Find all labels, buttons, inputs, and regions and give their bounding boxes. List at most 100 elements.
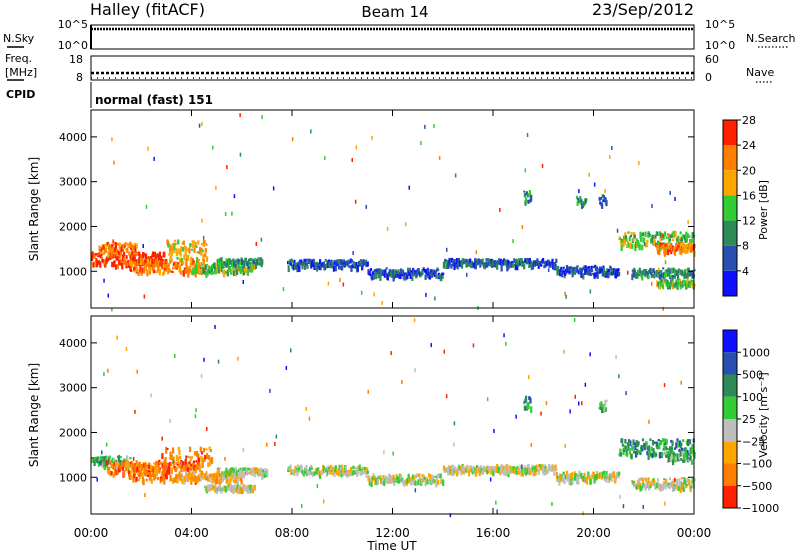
power-cell (181, 242, 184, 245)
power-cell (355, 262, 358, 269)
power-sparse-cell (521, 225, 524, 229)
velocity-cell (175, 466, 178, 472)
power-sparse-cell (354, 199, 357, 204)
power-sparse-cell (547, 268, 550, 273)
velocity-cell (150, 478, 153, 484)
power-cell (619, 237, 622, 241)
power-cell (679, 231, 682, 235)
velocity-cell (315, 469, 319, 475)
power-cell (677, 274, 680, 281)
velocity-cell (463, 467, 466, 472)
power-sparse-cell (153, 156, 155, 161)
velocity-cell (366, 467, 369, 474)
velocity-cell (635, 451, 638, 458)
velocity-cell (566, 476, 569, 482)
velocity-sparse-cell (316, 484, 319, 488)
power-cell (675, 273, 678, 276)
power-cell (133, 266, 136, 271)
velocity-cell (468, 469, 471, 473)
velocity-sparse-cell (413, 318, 416, 323)
velocity-cell (621, 438, 624, 444)
velocity-cell (493, 465, 496, 471)
velocity-cell (146, 472, 149, 476)
velocity-cell (543, 469, 546, 476)
velocity-sparse-cell (618, 374, 620, 379)
power-cell (645, 269, 648, 273)
velocity-cell (445, 467, 449, 471)
power-cell (231, 270, 234, 273)
velocity-cell (109, 472, 112, 477)
power-cell (690, 283, 694, 287)
power-cell (222, 266, 225, 269)
power-cell (424, 274, 427, 280)
velocity-cell (187, 473, 190, 480)
velocity-sparse-cell (540, 411, 542, 416)
power-cell (425, 269, 428, 275)
velocity-cell (682, 454, 685, 458)
velocity-cell (170, 462, 173, 466)
power-cell (640, 235, 643, 242)
power-cell (157, 261, 160, 268)
colorbar-segment (723, 463, 737, 486)
power-cell (139, 264, 142, 272)
power-cell (491, 264, 494, 268)
velocity-cell (241, 488, 244, 494)
velocity-cell (179, 476, 182, 482)
velocity-cell (592, 471, 596, 477)
velocity-cell (650, 452, 653, 456)
velocity-sparse-cell (495, 500, 497, 505)
power-cell (522, 261, 525, 264)
velocity-cell (630, 453, 633, 460)
power-cell (622, 242, 625, 248)
power-sparse-cell (201, 218, 203, 223)
velocity-cell (542, 465, 545, 468)
velocity-cell (623, 444, 626, 450)
velocity-cell (187, 455, 190, 458)
velocity-cell (217, 469, 221, 476)
power-cell (128, 260, 131, 266)
power-sparse-cell (585, 198, 587, 203)
power-cell (300, 259, 303, 264)
power-cell (204, 248, 207, 253)
velocity-cell (499, 465, 503, 473)
power-cell (129, 247, 133, 250)
velocity-sparse-cell (266, 442, 268, 447)
velocity-cell (647, 452, 650, 460)
velocity-cell (195, 451, 199, 455)
velocity-cell (626, 442, 629, 447)
velocity-cell (338, 464, 341, 470)
velocity-cell (361, 470, 364, 475)
velocity-cell (471, 468, 474, 475)
power-cell (289, 258, 292, 262)
power-cell (153, 270, 156, 274)
power-cell (678, 237, 682, 244)
power-cell (167, 243, 170, 248)
power-cell (400, 268, 403, 275)
velocity-sparse-cell (622, 504, 625, 509)
power-cell (288, 262, 292, 265)
velocity-sparse-cell (101, 450, 103, 455)
power-sparse-cell (438, 155, 441, 160)
power-cell (517, 260, 520, 267)
velocity-cell (604, 478, 607, 483)
power-sparse-cell (342, 282, 345, 287)
power-cell (244, 257, 248, 264)
power-cell (106, 241, 109, 245)
power-cell (166, 264, 169, 270)
power-cell (498, 258, 501, 262)
velocity-cell (319, 472, 322, 479)
power-cell (251, 267, 254, 273)
power-cell (643, 238, 646, 244)
velocity-cell (450, 464, 454, 470)
power-cell (341, 263, 344, 271)
velocity-cell (625, 449, 628, 457)
velocity-sparse-cell (203, 357, 205, 362)
power-cell (383, 273, 386, 278)
velocity-cell (203, 473, 206, 478)
velocity-cell (624, 445, 628, 450)
power-cell (202, 262, 205, 268)
velocity-cell (567, 473, 570, 478)
velocity-cell (646, 446, 650, 451)
power-echo-region (656, 242, 696, 257)
velocity-cell (465, 469, 468, 473)
